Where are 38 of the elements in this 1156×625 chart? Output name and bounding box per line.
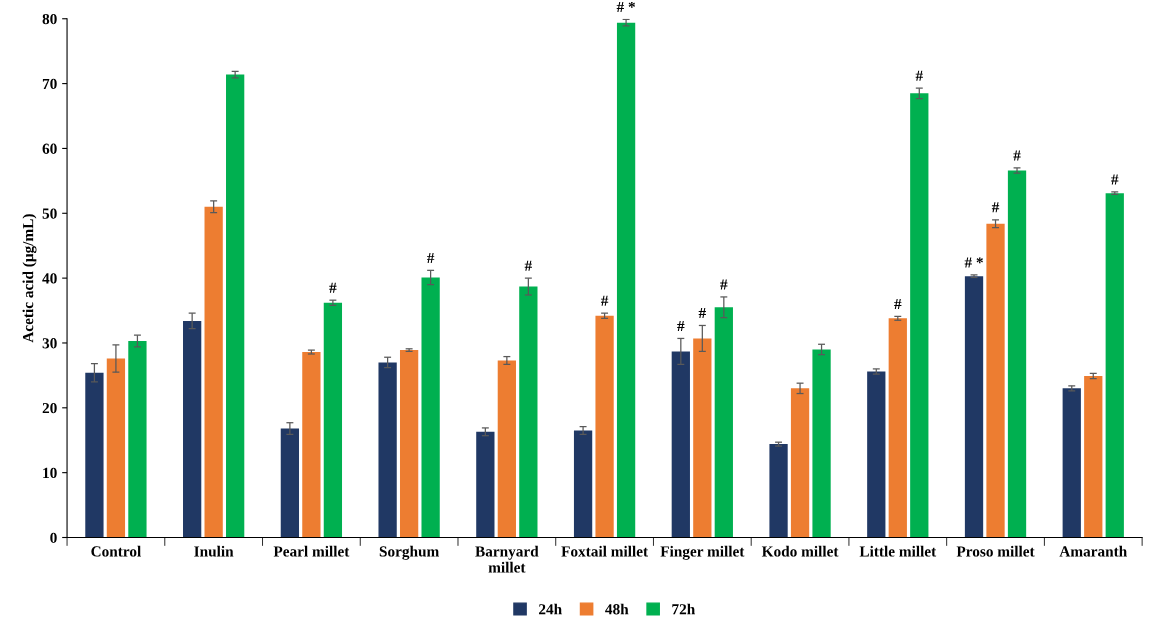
x-tick-label: Inulin [194, 545, 234, 557]
y-tick-label: 50 [42, 208, 57, 219]
data-label: # [991, 202, 1000, 213]
x-tick-label: Foxtail millet [561, 545, 649, 557]
legend-label: 24h [539, 603, 562, 615]
x-tick-label: Little millet [859, 545, 937, 557]
data-label: # [677, 321, 685, 332]
y-tick-label: 70 [42, 78, 57, 90]
y-tick-label: 60 [42, 143, 57, 154]
y-tick-label: 30 [42, 338, 57, 349]
legend-label: 72h [672, 603, 696, 615]
y-tick-label: 10 [43, 467, 57, 479]
legend-label: 48h [605, 603, 629, 615]
data-label: # [720, 279, 728, 290]
x-tick-label: Amaranth [1059, 545, 1127, 557]
data-label: # [524, 260, 532, 271]
x-tick-label: Proso millet [956, 545, 1035, 557]
x-tick-label: Sorghum [379, 545, 439, 560]
y-tick-label: 0 [50, 532, 57, 543]
data-label: # * [964, 257, 983, 268]
y-tick-label: 80 [42, 13, 57, 25]
x-tick-label: Pearl millet [273, 545, 350, 557]
data-label: # * [616, 1, 635, 12]
y-tick-label: 20 [42, 402, 57, 414]
x-tick-label: Finger millet [660, 545, 745, 560]
data-label: # [894, 298, 902, 309]
data-label: # [329, 282, 337, 293]
x-tick-label: Barnyard millet [475, 545, 539, 573]
data-label: # [600, 295, 609, 306]
x-tick-label: Control [91, 545, 141, 557]
data-label: # [427, 252, 435, 263]
y-tick-label: 40 [42, 273, 57, 284]
x-tick-label: Kodo millet [761, 545, 839, 557]
data-label: # [915, 70, 923, 81]
data-label: # [1013, 150, 1021, 161]
data-label: # [698, 308, 706, 319]
y-axis-title: Acetic acid (μg/mL) [22, 214, 37, 343]
data-label: # [1111, 174, 1119, 185]
